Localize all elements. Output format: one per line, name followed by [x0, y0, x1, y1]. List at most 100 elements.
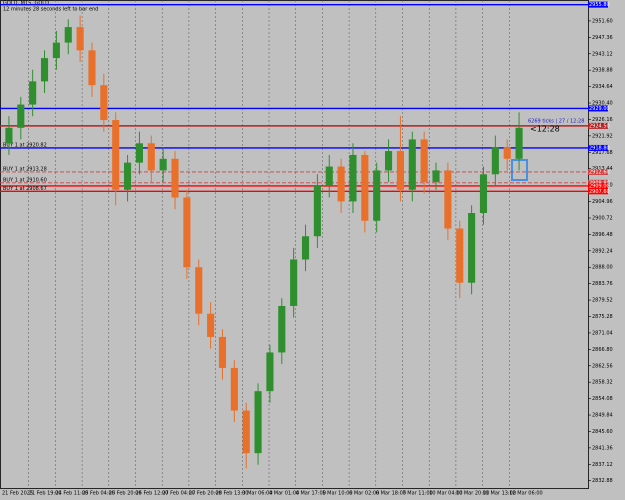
y-tick-label: 2917.68: [592, 150, 613, 156]
x-tick-label: 28 Feb 13:00: [216, 491, 249, 497]
candle-body: [468, 213, 476, 283]
y-tick-label: 2871.04: [592, 330, 613, 336]
candle-body: [479, 174, 488, 214]
x-tick-label: 21 Feb 2025: [2, 491, 33, 497]
y-tick-label: 2888.00: [592, 265, 613, 271]
level-price-label: 2929.00: [589, 106, 610, 112]
y-tick-label: 2943.12: [592, 51, 613, 57]
candle-body: [456, 228, 464, 283]
level-price-box: [588, 105, 608, 112]
y-tick-label: 2845.60: [592, 429, 613, 435]
y-tick-label: 2862.56: [592, 363, 613, 369]
y-tick-label: 2947.36: [592, 35, 613, 41]
level-price-box: [588, 1, 608, 8]
chart-title: GOLD, M15, GOLD: [3, 1, 49, 7]
level-price-box: [588, 122, 608, 129]
candle-body: [17, 104, 25, 128]
x-tick-label: 27 Feb 04:00: [162, 491, 195, 497]
candle-body: [159, 158, 167, 171]
candle-body: [76, 27, 84, 51]
y-tick-label: 2866.80: [592, 347, 613, 353]
candle-body: [491, 147, 499, 175]
candle-body: [337, 166, 345, 202]
y-tick-label: 2883.76: [592, 281, 613, 287]
candle-body: [230, 367, 238, 411]
candle-body: [503, 147, 511, 159]
candle-body: [385, 151, 393, 171]
y-tick-label: 2832.88: [592, 478, 613, 484]
x-tick-label: 12 Mar 06:00: [509, 491, 542, 497]
level-text: BUY 1 at 2920.82: [3, 142, 47, 148]
y-tick-label: 2896.48: [592, 232, 613, 238]
candle-body: [40, 58, 49, 82]
y-tick-label: 2934.64: [592, 84, 613, 90]
level-text: BUY 1 at 2913.28: [3, 166, 47, 172]
y-tick-label: 2837.12: [592, 462, 613, 468]
x-tick-label: 27 Feb 20:00: [189, 491, 222, 497]
x-tick-label: 25 Feb 04:00: [82, 491, 115, 497]
y-tick-label: 2849.84: [592, 413, 613, 419]
level-price-label: 2918.80: [589, 145, 610, 151]
x-tick-label: 26 Feb 12:00: [136, 491, 169, 497]
candle-body: [218, 336, 227, 368]
candle-body: [195, 267, 203, 314]
candle-body: [266, 352, 274, 392]
annotation: <12:28: [530, 125, 560, 134]
candle-body: [373, 170, 381, 221]
candle-body: [313, 185, 321, 237]
candle-body: [88, 50, 96, 86]
annotation: 6269 ticks | 27 / 12:28: [528, 119, 584, 125]
candle-body: [408, 139, 416, 190]
candle-body: [171, 158, 179, 198]
y-tick-label: 2921.92: [592, 133, 613, 139]
level-price-label: 2907.60: [589, 189, 610, 195]
candle-body: [444, 170, 452, 229]
candle-body: [52, 42, 60, 59]
candle-body: [207, 313, 215, 337]
x-tick-label: 5 Mar 10:00: [322, 491, 352, 497]
chart-subtitle: 12 minutes 28 seconds left to bar end: [3, 7, 98, 13]
candle-body: [396, 151, 404, 190]
candle-body: [301, 236, 310, 260]
y-tick-label: 2854.08: [592, 396, 613, 402]
x-tick-label: 21 Feb 19:00: [29, 491, 62, 497]
level-price-box: [588, 182, 608, 189]
level-price-label: 2909.00: [589, 183, 610, 189]
level-price-label: 2912.60: [589, 169, 610, 175]
level-price-label: 2924.50: [589, 123, 610, 129]
candle-body: [124, 162, 132, 190]
level-text: BUY 1 at 2910.60: [3, 177, 47, 183]
level-price-box: [588, 188, 608, 195]
candle-body: [100, 85, 108, 121]
candle-body: [349, 154, 357, 202]
candle-body: [112, 120, 120, 190]
x-tick-label: 11 Mar 13:00: [483, 491, 516, 497]
level-price-box: [588, 179, 608, 186]
y-tick-label: 2900.72: [592, 215, 613, 221]
candle-body: [64, 27, 72, 43]
y-tick-label: 2951.60: [592, 18, 613, 24]
level-price-box: [588, 168, 608, 175]
y-tick-label: 2875.28: [592, 314, 613, 320]
y-tick-label: 2858.32: [592, 380, 613, 386]
candle-body: [325, 166, 333, 186]
candle-body: [420, 139, 428, 183]
y-tick-label: 2892.24: [592, 248, 613, 254]
y-tick-label: 2841.36: [592, 445, 613, 451]
x-tick-label: 25 Feb 20:00: [109, 491, 142, 497]
candle-body: [290, 259, 298, 306]
candle-body: [183, 197, 191, 268]
x-tick-label: 6 Mar 02:00: [349, 491, 379, 497]
x-tick-label: 10 Mar 20:00: [456, 491, 489, 497]
level-text: BUY 1 at 2908.67: [3, 186, 47, 192]
x-tick-label: 7 Mar 11:00: [403, 491, 433, 497]
candle-body: [242, 410, 250, 454]
x-tick-label: 3 Mar 06:00: [242, 491, 272, 497]
x-tick-label: 6 Mar 18:00: [376, 491, 406, 497]
x-tick-label: 24 Feb 11:00: [55, 491, 88, 497]
x-tick-label: 4 Mar 17:00: [296, 491, 326, 497]
x-tick-label: 4 Mar 01:00: [269, 491, 299, 497]
candle-body: [515, 127, 523, 159]
y-tick-label: 2879.52: [592, 298, 613, 304]
